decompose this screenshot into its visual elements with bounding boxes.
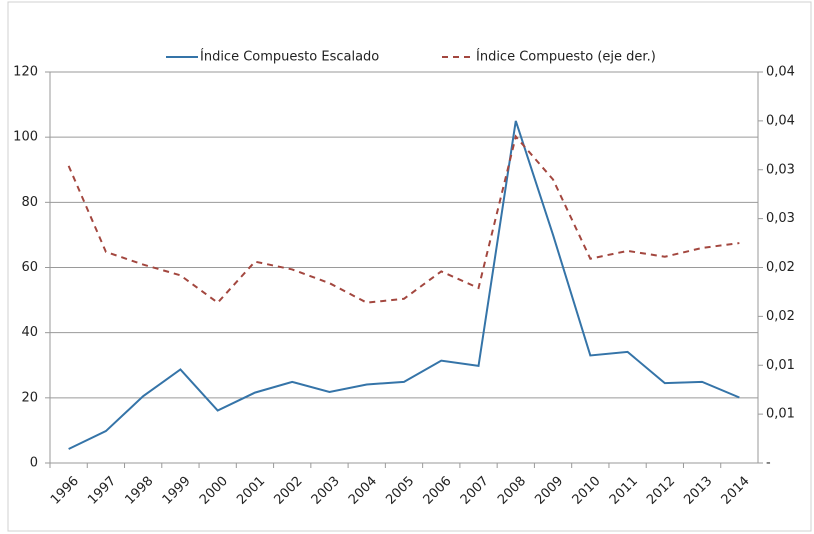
y-tick-label: 40 — [21, 325, 38, 340]
y2-tick-label: - — [766, 456, 771, 471]
series-line — [68, 120, 740, 450]
y2-tick-label: 0,01 — [766, 407, 795, 422]
y-tick-label: 120 — [13, 65, 38, 80]
y-tick-label: 100 — [13, 130, 38, 145]
y-tick-label: 0 — [30, 456, 38, 471]
legend-label: Índice Compuesto Escalado — [200, 49, 379, 65]
y2-tick-label: 0,04 — [766, 65, 795, 80]
y2-tick-label: 0,02 — [766, 309, 795, 324]
legend-label: Índice Compuesto (eje der.) — [476, 49, 656, 65]
y2-tick-label: 0,01 — [766, 358, 795, 373]
y2-tick-label: 0,02 — [766, 260, 795, 275]
y-tick-label: 60 — [21, 260, 38, 275]
series-line — [67, 134, 740, 305]
y2-tick-label: 0,03 — [766, 211, 795, 226]
chart-border — [7, 1, 812, 532]
y-tick-label: 20 — [21, 390, 38, 405]
y-tick-label: 80 — [21, 195, 38, 210]
y2-tick-label: 0,04 — [766, 113, 795, 128]
y2-tick-label: 0,03 — [766, 162, 795, 177]
